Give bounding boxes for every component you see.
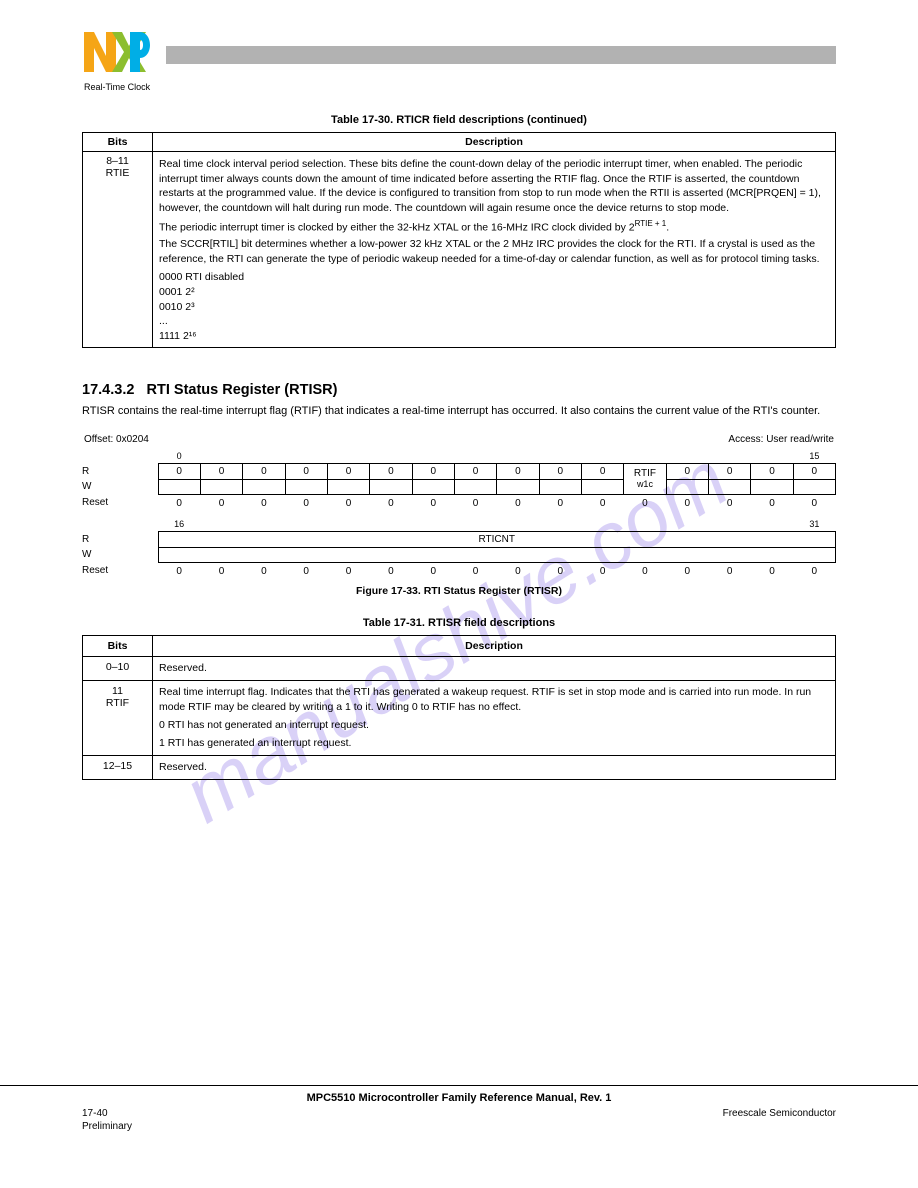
header-bar (166, 46, 836, 64)
rtisr-figure: Offset: 0x0204 Access: User read/write 0… (82, 432, 836, 597)
row-w: W (82, 479, 836, 494)
table30-h-desc: Description (153, 133, 836, 152)
bitnum-bot: 1631 (82, 517, 836, 532)
codes-list: 0000 RTI disabled 0001 2² 0010 2³ ... 11… (159, 270, 829, 343)
table30-r0-desc: Real time clock interval period selectio… (153, 152, 836, 348)
page-header (82, 0, 836, 78)
desc-p2: The SCCR[RTIL] bit determines whether a … (159, 237, 829, 266)
header-subtitle: Real-Time Clock (84, 82, 836, 92)
table31-h-bits: Bits (83, 635, 153, 656)
bitnum-top: 015 (82, 449, 836, 464)
section-text: RTISR contains the real-time interrupt f… (82, 404, 836, 420)
table-row: 12–15 Reserved. (83, 755, 836, 779)
offset-label: Offset: 0x0204 (84, 434, 369, 445)
table30-caption: Table 17-30. RTICR field descriptions (c… (82, 114, 836, 126)
figure-caption: Figure 17-33. RTI Status Register (RTISR… (82, 585, 836, 597)
row-reset: Reset 0000000000000000 (82, 494, 836, 511)
footer-copyright: Freescale Semiconductor (723, 1108, 836, 1119)
footer-title: MPC5510 Microcontroller Family Reference… (82, 1092, 836, 1104)
table-row: 0–10 Reserved. (83, 656, 836, 680)
table31: Bits Description 0–10 Reserved. 11 RTIF … (82, 635, 836, 780)
table30-r0-bits: 8–11 RTIE (83, 152, 153, 348)
row-r2: R RTICNT (82, 531, 836, 547)
section-heading: 17.4.3.2 RTI Status Register (RTISR) (82, 382, 836, 398)
footer-page: 17-40 (82, 1108, 108, 1119)
table-row: 11 RTIF Real time interrupt flag. Indica… (83, 680, 836, 755)
desc-p1: Real time clock interval period selectio… (159, 157, 829, 216)
row-reset2: Reset 0000000000000000 (82, 562, 836, 579)
footer-sub: Preliminary (82, 1121, 836, 1132)
row-w2: W (82, 547, 836, 562)
table31-h-desc: Description (153, 635, 836, 656)
table30: Bits Description 8–11 RTIE Real time clo… (82, 132, 836, 348)
table30-h-bits: Bits (83, 133, 153, 152)
row-r: R 00000000000RTIFw1c0000 (82, 463, 836, 479)
access-label: Access: User read/write (371, 434, 834, 445)
page-footer: MPC5510 Microcontroller Family Reference… (0, 1085, 918, 1132)
table-row: 8–11 RTIE Real time clock interval perio… (83, 152, 836, 348)
table31-caption: Table 17-31. RTISR field descriptions (82, 617, 836, 629)
nxp-logo (82, 28, 154, 78)
